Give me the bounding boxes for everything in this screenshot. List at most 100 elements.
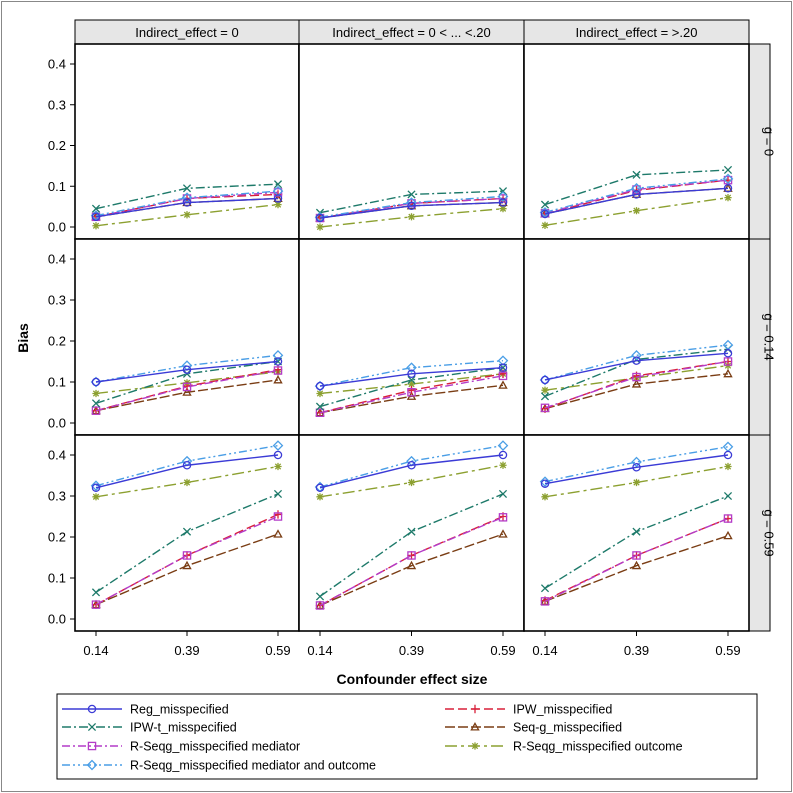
data-point-ipw: [723, 357, 733, 366]
column-strip-box: [523, 19, 750, 45]
series-line-rout: [319, 373, 504, 395]
data-point-rout: [632, 207, 641, 215]
data-point-ipwt: [407, 190, 416, 199]
panel-r1-c1: [298, 238, 525, 436]
data-point-reg: [91, 212, 101, 222]
series-rout: [541, 462, 732, 501]
legend-label: R-Seqg_misspecified mediator: [130, 740, 300, 754]
data-point-reg: [182, 365, 192, 374]
x-tick-label: 0.39: [624, 643, 649, 658]
panel-r2-c1: [298, 434, 525, 632]
data-point-rboth: [497, 355, 509, 366]
data-point-reg: [407, 201, 416, 211]
series-line-seqg: [544, 535, 729, 603]
panel-background: [299, 435, 524, 631]
series-ipwt: [315, 363, 508, 411]
legend-swatch-marker: [87, 741, 97, 751]
series-reg: [540, 184, 733, 219]
legend-item-rout: R-Seqg_misspecified outcome: [445, 740, 683, 754]
data-point-ipwt: [273, 180, 283, 189]
panel-background: [524, 44, 749, 239]
data-point-rboth: [406, 362, 417, 373]
series-rmed: [540, 357, 733, 413]
data-point-rout: [274, 462, 282, 471]
data-point-ipwt: [632, 170, 641, 179]
x-tick-label: 0.59: [265, 643, 290, 658]
series-reg: [315, 198, 508, 223]
data-point-rmed: [632, 551, 641, 560]
series-line-rmed: [319, 375, 504, 414]
legend-item-ipwt: IPW-t_misspecified: [62, 721, 237, 735]
series-rout: [316, 461, 507, 501]
series-line-reg: [319, 366, 504, 387]
data-point-ipwt: [91, 204, 101, 213]
y-tick-label: 0.4: [48, 252, 66, 267]
column-strip-label: Indirect_effect = >.20: [576, 25, 698, 40]
data-point-reg: [182, 460, 192, 470]
data-point-seqg: [631, 379, 642, 388]
legend-swatch-marker: [470, 704, 480, 714]
data-point-reg: [498, 198, 508, 207]
data-point-ipwt: [540, 200, 550, 209]
series-rout: [541, 194, 732, 229]
series-line-seqg: [319, 533, 504, 607]
data-point-reg: [540, 209, 550, 219]
data-point-rmed: [407, 387, 416, 397]
legend-item-reg: Reg_misspecified: [62, 703, 229, 717]
series-rmed: [315, 371, 508, 417]
column-strip: Indirect_effect = >.20: [523, 19, 750, 45]
legend-label: IPW_misspecified: [513, 703, 612, 717]
data-point-ipwt: [91, 588, 101, 597]
y-tick-label: 0.4: [48, 448, 66, 463]
data-point-reg: [723, 349, 733, 358]
data-point-rmed: [315, 408, 325, 417]
y-tick-label: 0.0: [48, 220, 66, 235]
data-point-rboth: [406, 197, 417, 208]
data-point-ipwt: [407, 527, 416, 536]
data-point-reg: [632, 463, 641, 472]
series-rmed: [315, 513, 508, 610]
data-point-seqg: [723, 530, 733, 540]
data-point-rmed: [498, 371, 508, 381]
column-strip-label: Indirect_effect = 0 < ... <.20: [332, 25, 490, 40]
data-point-ipw: [723, 514, 733, 523]
series-line-reg: [95, 454, 279, 489]
series-reg: [91, 357, 283, 387]
row-strip-label: g = 0.14: [762, 313, 777, 360]
y-tick-label: 0.3: [48, 97, 66, 112]
data-point-reg: [723, 184, 733, 193]
data-point-reg: [632, 356, 641, 365]
data-point-ipwt: [182, 184, 192, 193]
row-strip-label: g = 0.59: [762, 509, 777, 556]
data-point-rmed: [315, 601, 325, 610]
data-point-seqg: [182, 560, 192, 570]
data-point-ipwt: [723, 491, 733, 501]
legend-label: R-Seqg_misspecified outcome: [513, 740, 683, 754]
x-tick-label: 0.59: [490, 643, 515, 658]
panel-background: [75, 44, 299, 239]
data-point-ipwt: [540, 392, 550, 401]
series-line-rboth: [319, 359, 504, 387]
series-line-rmed: [319, 197, 504, 219]
series-line-rmed: [95, 515, 279, 606]
data-point-rboth: [539, 476, 551, 487]
panels: [74, 43, 750, 632]
series-line-reg: [95, 360, 279, 383]
panel-r2-c0: [74, 434, 300, 632]
data-point-rmed: [498, 194, 508, 203]
data-point-rmed: [632, 372, 641, 382]
series-ipwt: [540, 165, 733, 209]
data-point-rmed: [540, 597, 550, 606]
series-line-reg: [319, 454, 504, 489]
data-point-reg: [182, 198, 192, 207]
series-line-reg: [544, 187, 729, 215]
data-point-rout: [407, 478, 416, 487]
series-rboth: [539, 173, 734, 218]
data-point-seqg: [631, 560, 642, 570]
data-point-rmed: [273, 512, 283, 521]
y-tick-label: 0.3: [48, 293, 66, 308]
legend-swatch-marker: [471, 742, 479, 750]
series-line-rout: [95, 371, 279, 395]
series-line-reg: [544, 454, 729, 485]
panel-r1-c2: [523, 238, 750, 436]
